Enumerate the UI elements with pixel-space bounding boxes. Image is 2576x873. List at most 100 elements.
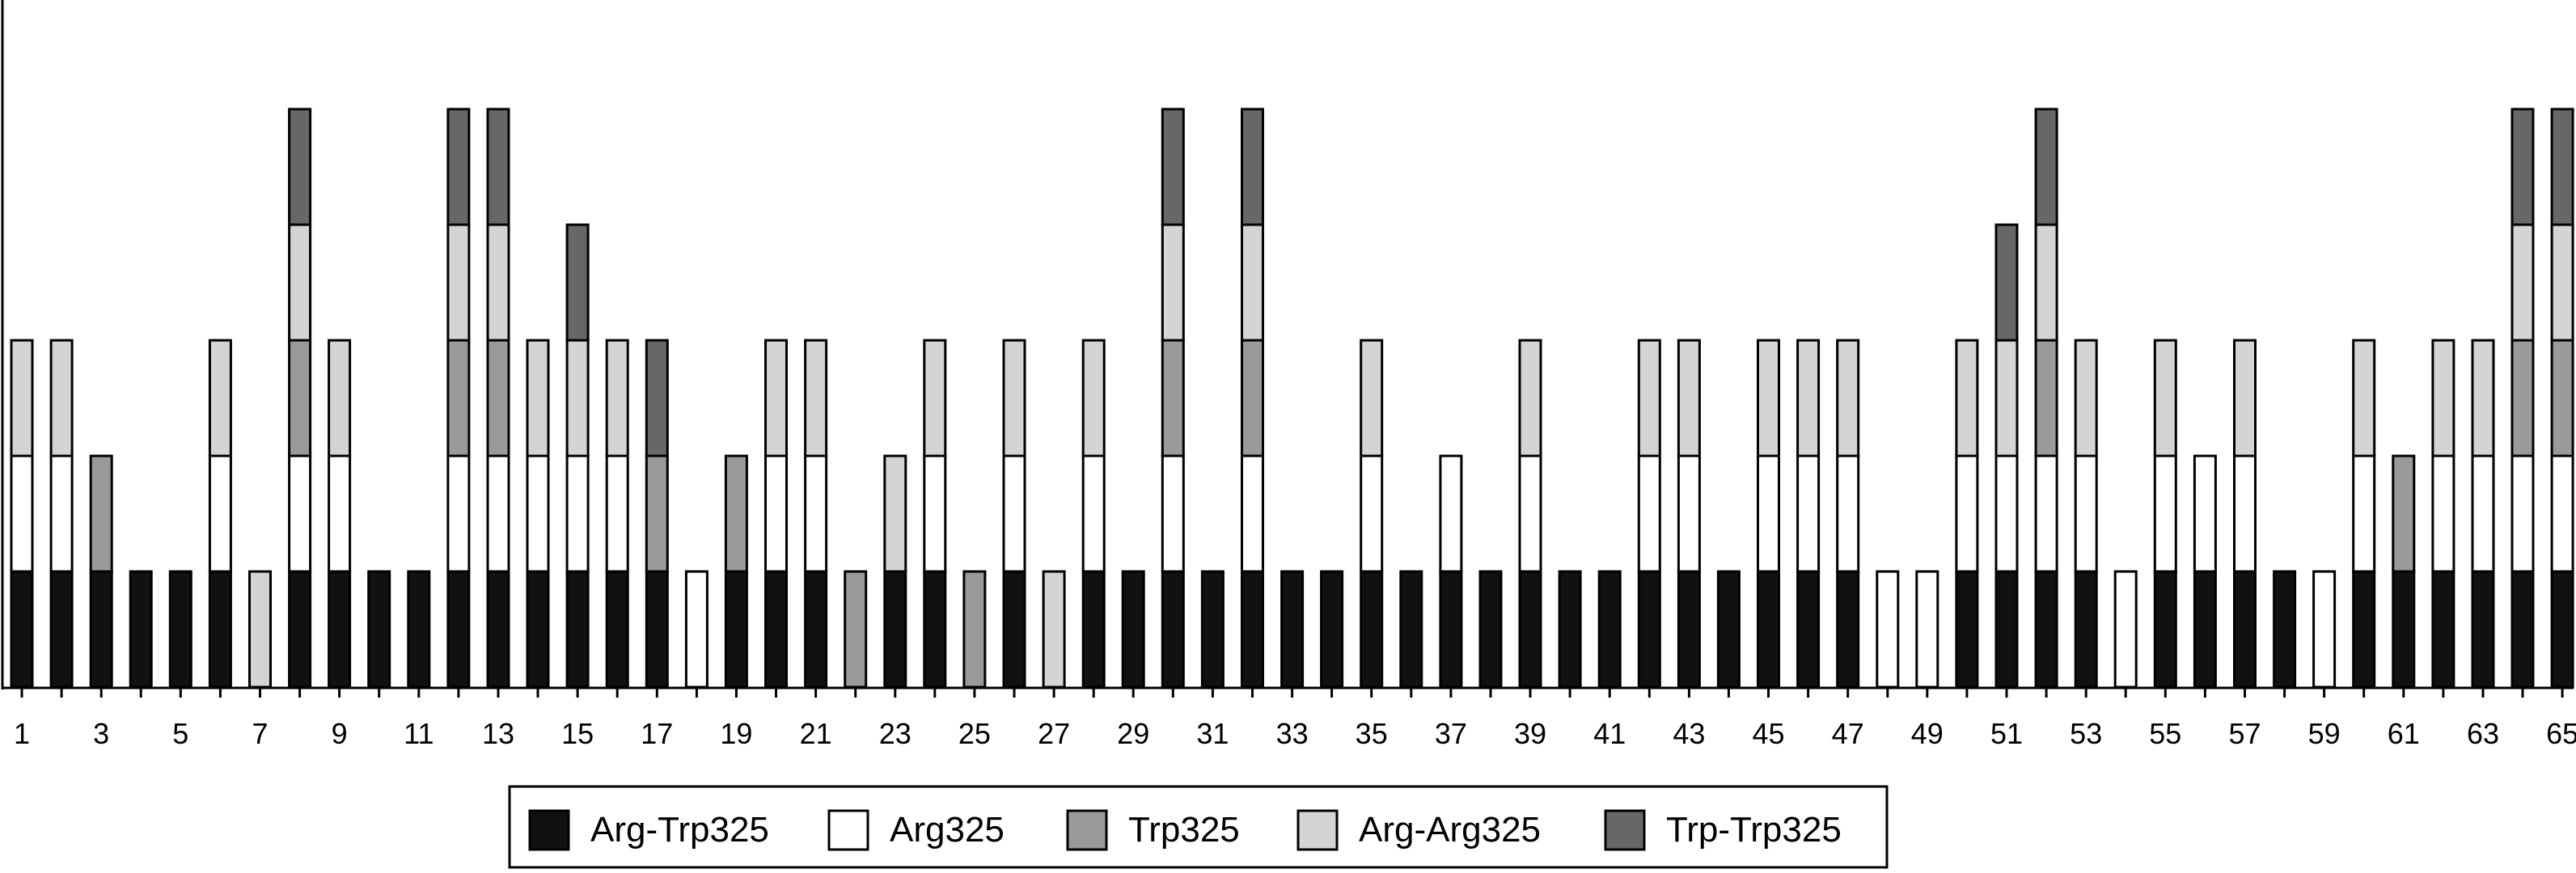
x-tick-label-25: 25 <box>958 717 991 750</box>
x-tick-label-13: 13 <box>482 717 514 750</box>
bar-segment-27-arg-arg325 <box>1042 570 1066 689</box>
x-tick-label-31: 31 <box>1196 717 1229 750</box>
bar-segment-8-arg-trp325 <box>288 570 312 689</box>
bar-segment-37-arg325 <box>1439 454 1463 573</box>
bar-segment-36-arg-trp325 <box>1399 570 1423 689</box>
x-tick-label-7: 7 <box>252 717 268 750</box>
x-tick-label-49: 49 <box>1911 717 1944 750</box>
bar-segment-39-arg325 <box>1518 454 1542 573</box>
bar-segment-60-arg-arg325 <box>2352 339 2376 458</box>
x-tick-label-11: 11 <box>404 717 434 750</box>
bar-segment-41-arg-trp325 <box>1597 570 1622 689</box>
bar-segment-46-arg-trp325 <box>1796 570 1821 689</box>
bar-segment-6-arg-trp325 <box>208 570 232 689</box>
bar-segment-46-arg325 <box>1796 454 1821 573</box>
bar-segment-64-arg-trp325 <box>2510 570 2535 689</box>
bar-segment-20-arg-trp325 <box>764 570 788 689</box>
x-tick-label-53: 53 <box>2070 717 2102 750</box>
bar-segment-24-arg325 <box>923 454 947 573</box>
legend-swatch-arg-trp325 <box>528 809 570 851</box>
bar-segment-1-arg-trp325 <box>10 570 34 689</box>
bar-segment-34-arg-trp325 <box>1320 570 1344 689</box>
bar-segment-8-trp-trp325 <box>288 108 312 226</box>
bar-segment-65-arg-trp325 <box>2550 570 2574 689</box>
x-tick-label-59: 59 <box>2308 717 2341 750</box>
x-tick-label-17: 17 <box>641 717 673 750</box>
bar-segment-40-arg-trp325 <box>1558 570 1582 689</box>
bar-segment-65-trp325 <box>2550 339 2574 458</box>
x-tick-label-3: 3 <box>93 717 109 750</box>
bar-segment-12-arg325 <box>446 454 471 573</box>
bar-segment-15-trp-trp325 <box>565 223 590 342</box>
x-tick-label-51: 51 <box>1990 717 2023 750</box>
bar-segment-17-trp-trp325 <box>645 339 669 458</box>
bar-segment-12-arg-arg325 <box>446 223 471 342</box>
bar-segment-20-arg325 <box>764 454 788 573</box>
x-tick-label-35: 35 <box>1356 717 1388 750</box>
bar-segment-30-arg-trp325 <box>1161 570 1185 689</box>
bar-segment-64-trp325 <box>2510 339 2535 458</box>
bar-segment-55-arg-trp325 <box>2153 570 2177 689</box>
bar-segment-32-trp-trp325 <box>1241 108 1264 226</box>
bar-segment-23-arg-arg325 <box>883 454 907 573</box>
legend-label-arg-trp325: Arg-Trp325 <box>590 810 769 850</box>
bar-segment-60-arg325 <box>2352 454 2376 573</box>
bar-segment-64-arg325 <box>2510 454 2535 573</box>
bar-segment-56-arg-trp325 <box>2193 570 2217 689</box>
legend-box <box>508 785 1889 869</box>
bar-segment-58-arg-trp325 <box>2273 570 2297 689</box>
bar-segment-45-arg325 <box>1757 454 1780 573</box>
legend-label-arg-arg325: Arg-Arg325 <box>1359 810 1541 850</box>
bar-segment-57-arg-trp325 <box>2233 570 2257 689</box>
bar-segment-57-arg-arg325 <box>2233 339 2257 458</box>
bar-segment-9-arg-arg325 <box>328 339 352 458</box>
bar-segment-55-arg-arg325 <box>2153 339 2177 458</box>
bar-segment-18-arg325 <box>684 570 709 689</box>
bar-segment-16-arg-arg325 <box>605 339 629 458</box>
legend-swatch-trp325 <box>1066 809 1108 851</box>
bar-segment-8-trp325 <box>288 339 312 458</box>
bar-segment-13-arg-arg325 <box>486 223 510 342</box>
bar-segment-4-arg-trp325 <box>129 570 153 689</box>
bar-segment-12-arg-trp325 <box>446 570 471 689</box>
bar-segment-53-arg-arg325 <box>2074 339 2098 458</box>
bar-segment-15-arg-trp325 <box>565 570 590 689</box>
bar-segment-16-arg-trp325 <box>605 570 629 689</box>
bar-segment-15-arg-arg325 <box>565 339 590 458</box>
bar-segment-10-arg-trp325 <box>367 570 391 689</box>
bar-segment-37-arg-trp325 <box>1439 570 1463 689</box>
bar-segment-51-arg-arg325 <box>1994 339 2019 458</box>
bar-segment-52-trp325 <box>2034 339 2058 458</box>
bar-segment-50-arg-trp325 <box>1955 570 1979 689</box>
bar-segment-65-arg-arg325 <box>2550 223 2574 342</box>
x-tick-label-41: 41 <box>1593 717 1626 750</box>
bar-segment-22-trp325 <box>844 570 868 689</box>
bar-segment-42-arg-trp325 <box>1637 570 1661 689</box>
legend-label-trp325: Trp325 <box>1128 810 1240 850</box>
bar-segment-26-arg-trp325 <box>1002 570 1026 689</box>
bar-segment-44-arg-trp325 <box>1716 570 1741 689</box>
bar-segment-26-arg325 <box>1002 454 1026 573</box>
bar-segment-3-arg-trp325 <box>89 570 113 689</box>
x-tick-label-47: 47 <box>1832 717 1864 750</box>
bar-segment-33-arg-trp325 <box>1280 570 1305 689</box>
bar-segment-9-arg-trp325 <box>328 570 352 689</box>
bar-segment-30-arg325 <box>1161 454 1185 573</box>
bar-segment-30-trp325 <box>1161 339 1185 458</box>
bar-segment-53-arg325 <box>2074 454 2098 573</box>
bar-segment-13-trp-trp325 <box>486 108 510 226</box>
bar-segment-47-arg-trp325 <box>1836 570 1860 689</box>
bar-segment-51-arg-trp325 <box>1994 570 2019 689</box>
x-tick-label-57: 57 <box>2228 717 2261 750</box>
bar-segment-62-arg-arg325 <box>2431 339 2455 458</box>
bar-segment-21-arg325 <box>804 454 828 573</box>
x-tick-label-65: 65 <box>2546 717 2576 750</box>
bar-segment-52-arg-arg325 <box>2034 223 2058 342</box>
x-tick-label-15: 15 <box>561 717 594 750</box>
bar-segment-19-arg-trp325 <box>724 570 748 689</box>
bar-segment-52-trp-trp325 <box>2034 108 2058 226</box>
bar-segment-65-trp-trp325 <box>2550 108 2574 226</box>
bar-segment-21-arg-arg325 <box>804 339 828 458</box>
bar-segment-8-arg-arg325 <box>288 223 312 342</box>
bar-segment-9-arg325 <box>328 454 352 573</box>
